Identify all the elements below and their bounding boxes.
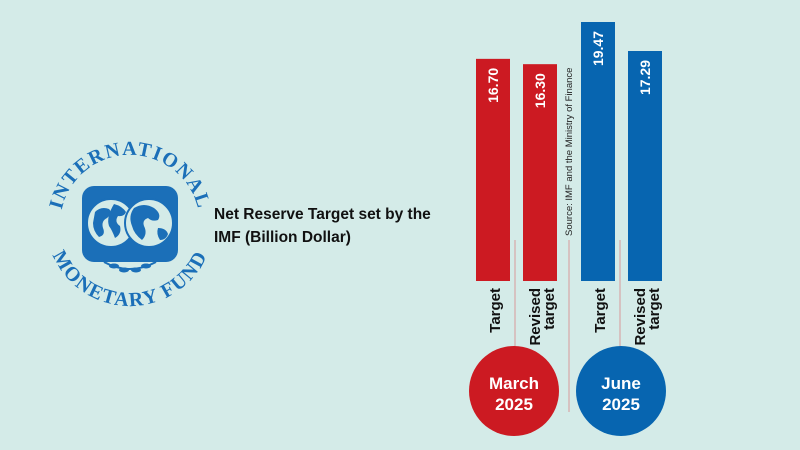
imf-seal-icon: INTERNATIONAL MONETARY FUND xyxy=(45,138,213,311)
bar-value-label: 19.47 xyxy=(590,31,606,66)
bar-category-label: Revised xyxy=(632,288,649,346)
bar-category-label: target xyxy=(541,288,558,330)
chart-title: Net Reserve Target set by the IMF (Billi… xyxy=(214,203,484,249)
bar xyxy=(628,50,662,282)
source-note: Source: IMF and the Ministry of Finance xyxy=(564,68,575,236)
group-label-period: June xyxy=(601,374,641,393)
bar-category-label: Target xyxy=(487,288,504,333)
bar xyxy=(523,64,557,281)
globe-icon xyxy=(86,198,136,248)
bar-category-label: Target xyxy=(592,288,609,333)
bar-value-label: 17.29 xyxy=(637,60,653,95)
group-label-circle xyxy=(576,346,666,436)
globe-icon xyxy=(124,198,174,248)
group-label-period: March xyxy=(489,374,539,393)
bar-value-label: 16.30 xyxy=(532,73,548,108)
bar xyxy=(581,22,615,281)
chart-title-line-2: IMF (Billion Dollar) xyxy=(214,229,351,246)
bar-value-label: 16.70 xyxy=(485,68,501,103)
group-label-circle xyxy=(469,346,559,436)
bar-category-label: target xyxy=(646,288,663,330)
chart-title-line-1: Net Reserve Target set by the xyxy=(214,206,431,223)
bar-category-label: Revised xyxy=(527,288,544,346)
group-label-year: 2025 xyxy=(495,395,533,414)
group-label-year: 2025 xyxy=(602,395,640,414)
bar xyxy=(476,58,510,281)
